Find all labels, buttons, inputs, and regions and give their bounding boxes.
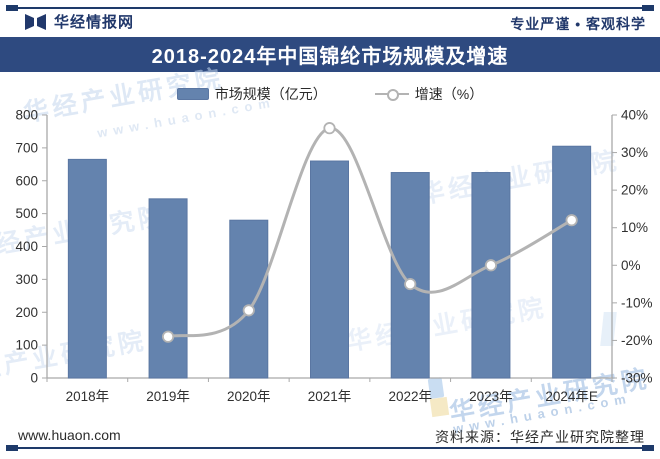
line-swatch-marker bbox=[386, 89, 399, 101]
x-axis-label: 2020年 bbox=[227, 389, 271, 404]
chart-canvas: 0 100 200 300 400 500 600 700 800 -30% -20% -10% 0% 1… bbox=[15, 108, 653, 405]
right-tick-label: 10% bbox=[621, 220, 648, 235]
left-tick-label: 100 bbox=[15, 338, 38, 353]
growth-line-marker bbox=[404, 277, 417, 291]
left-tick-label: 700 bbox=[15, 140, 38, 155]
brand-name: 华经情报网 bbox=[54, 14, 135, 31]
bar-2024年E bbox=[552, 145, 592, 379]
bar-2018年 bbox=[67, 158, 107, 379]
left-tick-label: 400 bbox=[15, 239, 38, 254]
bar-2023年 bbox=[471, 172, 511, 379]
chart-legend: 市场规模（亿元） 增速（%） bbox=[0, 84, 660, 104]
left-tick-label: 0 bbox=[30, 371, 38, 386]
bar-2020年 bbox=[229, 219, 269, 379]
bottom-rule-cap-right bbox=[642, 445, 654, 451]
left-tick-label: 800 bbox=[15, 108, 38, 123]
right-tick-label: 30% bbox=[621, 145, 648, 160]
growth-line-marker bbox=[565, 214, 578, 227]
bar-2021年 bbox=[310, 160, 349, 379]
left-tick-label: 600 bbox=[15, 173, 38, 188]
bottom-rule-line bbox=[8, 447, 652, 449]
chart-area: 0 100 200 300 400 500 600 700 800 -30% -20% -10% 0% 1… bbox=[0, 98, 660, 443]
growth-line-marker bbox=[323, 122, 336, 135]
footer-website: www.huaon.com bbox=[18, 427, 121, 443]
brand-row: 华经情报网 bbox=[25, 11, 134, 32]
header-slogan: 专业严谨 • 客观科学 bbox=[510, 16, 646, 32]
title-band: 2018-2024年中国锦纶市场规模及增速 bbox=[0, 37, 660, 72]
left-tick-label: 200 bbox=[15, 305, 38, 320]
x-axis-label: 2022年 bbox=[388, 389, 432, 404]
right-tick-label: 20% bbox=[621, 183, 648, 198]
x-axis-label: 2021年 bbox=[308, 389, 352, 404]
line-swatch-icon bbox=[374, 88, 409, 101]
huaon-logo-icon bbox=[25, 13, 46, 30]
growth-line-marker bbox=[161, 330, 175, 343]
bar-swatch-icon bbox=[176, 88, 209, 100]
x-axis-label: 2024年E bbox=[545, 389, 598, 404]
left-tick-label: 300 bbox=[15, 272, 38, 287]
top-rule-cap-left bbox=[6, 5, 18, 11]
left-tick-label: 500 bbox=[15, 206, 38, 221]
legend-item-market-size: 市场规模（亿元） bbox=[176, 84, 327, 104]
bottom-rule-cap-left bbox=[6, 445, 18, 451]
growth-line-marker bbox=[242, 304, 255, 317]
top-rule-line bbox=[8, 7, 652, 9]
chart-title: 2018-2024年中国锦纶市场规模及增速 bbox=[151, 46, 509, 68]
growth-line bbox=[167, 126, 573, 339]
right-tick-label: -10% bbox=[621, 295, 653, 310]
right-tick-label: 0% bbox=[621, 258, 641, 273]
bar-2022年 bbox=[390, 172, 430, 379]
growth-line-marker bbox=[484, 259, 498, 272]
bar-2019年 bbox=[148, 198, 188, 379]
right-tick-label: -20% bbox=[621, 333, 653, 348]
x-axis-label: 2018年 bbox=[66, 389, 110, 404]
right-tick-label: 40% bbox=[621, 108, 648, 123]
legend-label-market-size: 市场规模（亿元） bbox=[214, 86, 327, 102]
right-tick-label: -30% bbox=[621, 371, 653, 386]
legend-label-growth: 增速（%） bbox=[414, 86, 484, 102]
top-rule-cap-right bbox=[642, 5, 654, 11]
x-axis-label: 2023年 bbox=[469, 389, 513, 404]
footer-source: 资料来源：华经产业研究院整理 bbox=[435, 429, 645, 445]
x-axis-label: 2019年 bbox=[146, 389, 190, 404]
legend-item-growth: 增速（%） bbox=[374, 84, 484, 104]
